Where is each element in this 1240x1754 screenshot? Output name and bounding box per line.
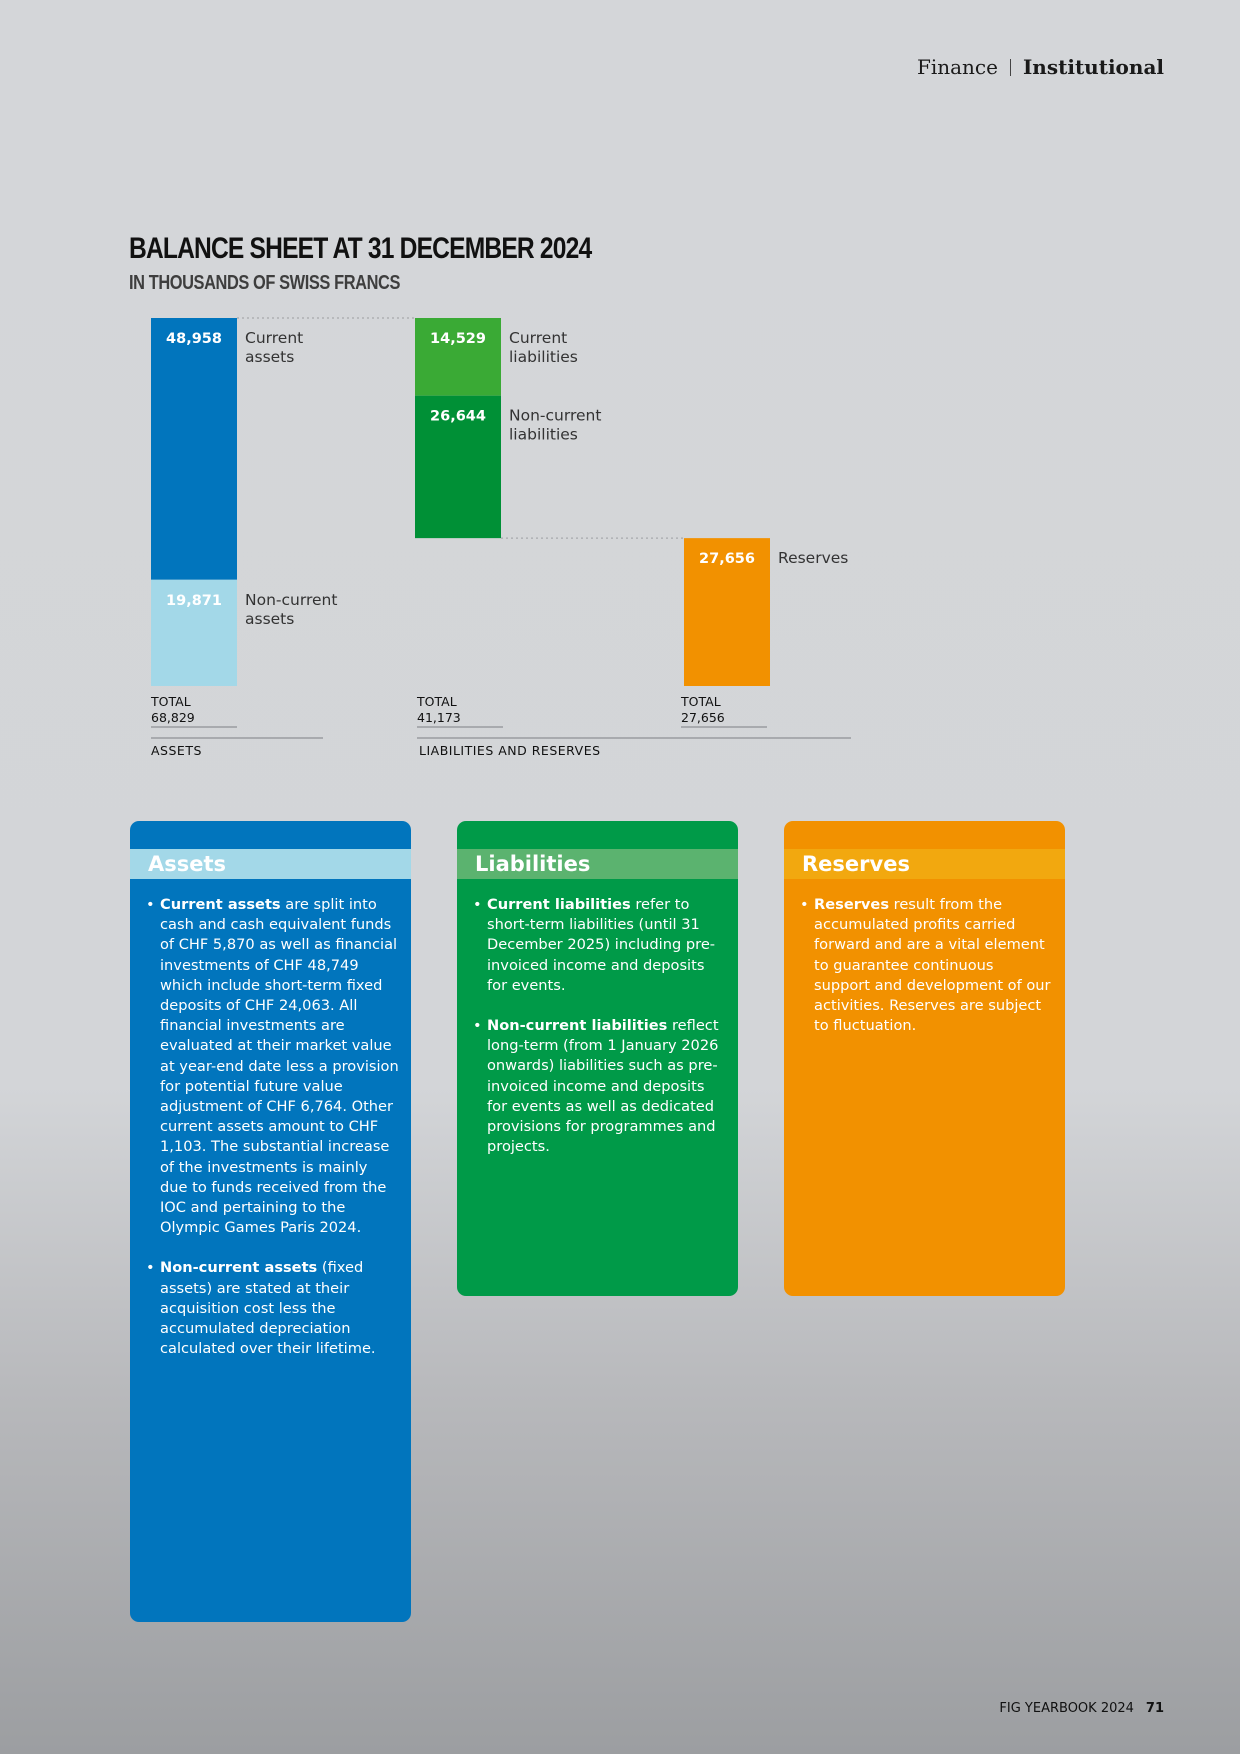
description: refer to short-term liabilities (until 3… [487,896,716,994]
liabilities-panel-band [457,849,738,879]
current-liabilities-bar [415,318,501,396]
current-assets-bar [151,318,237,580]
section-label: Finance [916,55,998,79]
assets-panel: Assets Current assets are split into cas… [130,821,411,1622]
assets-panel-list: Current assets are split into cash and c… [146,895,399,1379]
reserves-bar [684,538,770,686]
non-current-liabilities-bar [415,395,501,539]
total-value: 41,173 [417,710,461,725]
term: Non-current assets [160,1259,318,1277]
chart-subtitle: IN THOUSANDS OF SWISS FRANCS [129,272,400,294]
total-value: 68,829 [151,710,195,725]
publication-name: FIG YEARBOOK 2024 [999,1701,1134,1716]
current-assets-label: assets [245,348,294,366]
group-label-liabilities: LIABILITIES AND RESERVES [419,743,601,758]
non-current-assets-value-label: 19,871 [166,593,222,609]
list-item: Current liabilities refer to short-term … [473,895,726,996]
current-liabilities-label: Current [509,329,567,347]
reserves-panel-list: Reserves result from the accumulated pro… [800,895,1053,1056]
term: Reserves [814,896,890,913]
reserves-label: Reserves [778,549,848,567]
current-liabilities-value-label: 14,529 [430,331,486,347]
assets-panel-band [130,849,411,879]
description: (fixed assets) are stated at their acqui… [160,1259,376,1358]
page-header: Finance Institutional [917,55,1164,79]
non-current-liabilities-label: Non-current [509,407,601,425]
total-label: TOTAL [416,694,457,709]
non-current-liabilities-value-label: 26,644 [430,409,486,425]
current-assets-label: Current [245,329,303,347]
current-liabilities-label: liabilities [509,348,578,366]
chart-title: BALANCE SHEET AT 31 DECEMBER 2024 [129,232,592,265]
description: result from the accumulated profits carr… [814,896,1051,1035]
reserves-panel: Reserves Reserves result from the accumu… [784,821,1065,1296]
list-item: Current assets are split into cash and c… [146,895,399,1238]
non-current-assets-label: Non-current [245,591,337,609]
list-item: Non-current assets (fixed assets) are st… [146,1258,399,1359]
current-assets-value-label: 48,958 [166,331,222,347]
description: are split into cash and cash equivalent … [160,896,399,1237]
non-current-liabilities-label: liabilities [509,426,578,444]
liabilities-panel: Liabilities Current liabilities refer to… [457,821,738,1296]
total-label: TOTAL [680,694,721,709]
assets-panel-title: Assets [148,852,227,876]
non-current-assets-bar [151,579,237,686]
list-item: Non-current liabilities reflect long-ter… [473,1016,726,1157]
page-number: 71 [1145,1701,1164,1716]
reserves-panel-band [784,849,1065,879]
subsection-label: Institutional [1022,55,1164,79]
reserves-panel-title: Reserves [802,852,910,876]
liabilities-panel-title: Liabilities [475,852,591,876]
total-value: 27,656 [681,710,725,725]
non-current-assets-label: assets [245,610,294,628]
header-divider [1009,59,1011,76]
term: Current assets [160,896,281,913]
group-label-assets: ASSETS [151,743,202,758]
liabilities-panel-list: Current liabilities refer to short-term … [473,895,726,1177]
total-label: TOTAL [150,694,191,709]
description: reflect long-term (from 1 January 2026 o… [487,1017,719,1156]
term: Current liabilities [487,896,631,913]
page-footer: FIG YEARBOOK 2024 71 [999,1701,1164,1716]
term: Non-current liabilities [487,1017,668,1035]
list-item: Reserves result from the accumulated pro… [800,895,1053,1036]
reserves-value-label: 27,656 [699,551,755,567]
